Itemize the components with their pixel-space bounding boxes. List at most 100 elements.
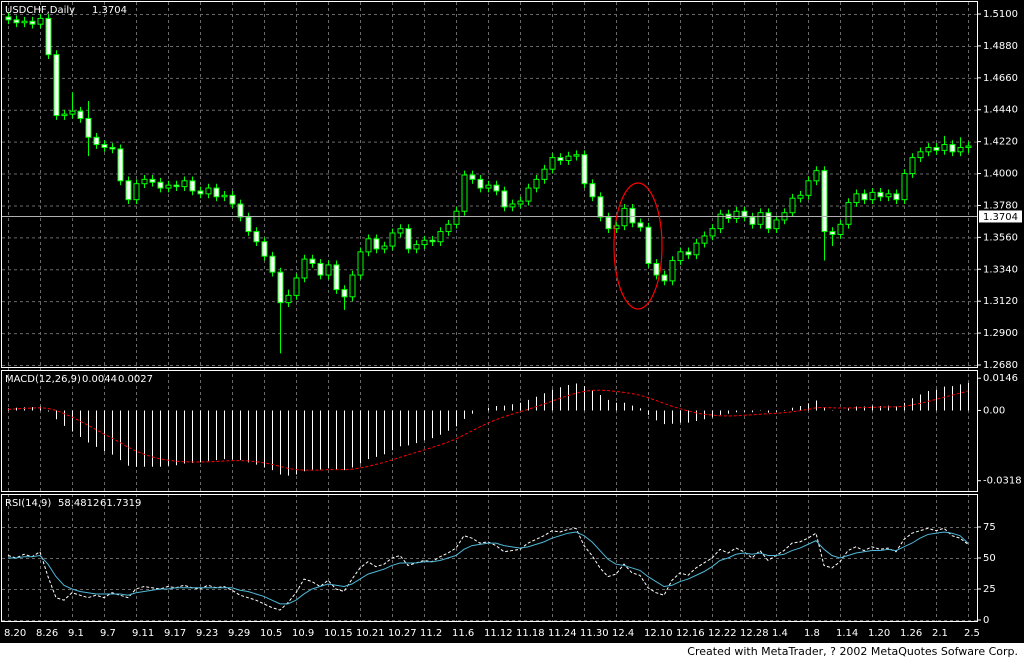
candle-body — [653, 262, 660, 276]
candle-body — [301, 258, 308, 279]
macd-panel-frame — [1, 370, 978, 492]
x-tick-label: 10.9 — [292, 628, 314, 639]
x-tick-label: 1.14 — [836, 628, 858, 639]
y-tick-label: 1.2680 — [983, 360, 1018, 371]
candle-body — [485, 184, 492, 189]
candle-body — [733, 210, 740, 220]
candle-body — [245, 216, 252, 233]
candle-body — [109, 146, 116, 150]
candle-body — [341, 289, 348, 298]
candle-body — [749, 216, 756, 225]
candle-body — [917, 151, 924, 159]
candle-body — [965, 145, 972, 148]
candle-body — [325, 264, 332, 276]
y-tick-label: -0.0318 — [983, 476, 1022, 487]
candle-body — [885, 193, 892, 198]
candle-body — [413, 244, 420, 250]
candle-body — [757, 212, 764, 225]
candle-body — [621, 207, 628, 227]
y-tick-label: 1.3560 — [983, 232, 1018, 243]
candle-body — [469, 174, 476, 180]
x-tick-label: 11.18 — [516, 628, 545, 639]
candle-body — [909, 157, 916, 175]
candle-body — [605, 216, 612, 230]
x-tick-label: 11.12 — [484, 628, 513, 639]
candle-body — [557, 157, 564, 162]
highlight-ellipse — [613, 182, 663, 310]
x-tick-label: 11.24 — [548, 628, 577, 639]
x-tick-label: 10.21 — [356, 628, 385, 639]
last-price-label: 1.3704 — [983, 212, 1018, 223]
candle-body — [517, 200, 524, 205]
candle-body — [77, 110, 84, 119]
candle-body — [541, 168, 548, 180]
candle-body — [949, 144, 956, 153]
x-tick-label: 10.5 — [260, 628, 282, 639]
y-tick-label: 1.3340 — [983, 264, 1018, 275]
y-tick-label: 0 — [983, 615, 989, 626]
candle-body — [253, 231, 260, 243]
candle-body — [37, 17, 44, 25]
candle-body — [797, 194, 804, 199]
x-tick-label: 10.15 — [324, 628, 353, 639]
y-tick-label: 1.2900 — [983, 328, 1018, 339]
candle-body — [285, 294, 292, 304]
candle-body — [717, 213, 724, 230]
candle-body — [461, 174, 468, 212]
y-tick-label: 1.4440 — [983, 105, 1018, 116]
candle-body — [589, 183, 596, 198]
price-panel-frame — [1, 1, 978, 368]
candle-body — [429, 239, 436, 243]
candle-body — [365, 238, 372, 253]
x-tick-label: 10.27 — [388, 628, 417, 639]
candle-body — [477, 178, 484, 189]
x-tick-label: 11.2 — [420, 628, 442, 639]
x-tick-label: 9.23 — [196, 628, 218, 639]
rsi-header-value: 61.7319 — [100, 498, 141, 509]
x-tick-label: 12.22 — [708, 628, 737, 639]
candle-body — [877, 191, 884, 198]
candle-body — [693, 242, 700, 256]
y-tick-label: 1.3780 — [983, 200, 1018, 211]
candle-body — [173, 184, 180, 188]
candle-body — [893, 193, 900, 201]
footer-text: Created with MetaTrader, ? 2002 MetaQuot… — [687, 645, 1018, 658]
candle-body — [221, 194, 228, 198]
candle-body — [509, 203, 516, 208]
x-tick-label: 9.1 — [68, 628, 84, 639]
candle-body — [957, 146, 964, 153]
candle-body — [13, 19, 20, 24]
candle-body — [709, 228, 716, 237]
candle-body — [309, 258, 316, 264]
candle-body — [573, 154, 580, 157]
candle-body — [357, 251, 364, 276]
last-price-box — [979, 210, 1022, 223]
candle-body — [213, 187, 220, 198]
macd-header-value: 0.0044 — [82, 374, 117, 385]
candle-body — [141, 178, 148, 185]
candle-body — [389, 232, 396, 247]
candle-body — [493, 184, 500, 192]
candle-body — [581, 154, 588, 185]
x-tick-label: 9.11 — [132, 628, 154, 639]
y-tick-label: 1.3120 — [983, 296, 1018, 307]
macd-title: MACD(12,26,9) — [5, 374, 81, 385]
candle-body — [853, 193, 860, 204]
x-tick-label: 2.1 — [932, 628, 948, 639]
y-tick-label: 1.4660 — [983, 73, 1018, 84]
candle-body — [261, 241, 268, 257]
candle-body — [933, 146, 940, 151]
x-tick-label: 1.8 — [804, 628, 820, 639]
candle-body — [821, 170, 828, 233]
x-tick-label: 1.26 — [900, 628, 922, 639]
x-tick-label: 9.17 — [164, 628, 186, 639]
candle-body — [229, 194, 236, 205]
x-tick-label: 12.4 — [612, 628, 634, 639]
rsi-title: RSI(14,9) — [5, 498, 51, 509]
candle-body — [829, 231, 836, 235]
candle-body — [941, 144, 948, 151]
candle-body — [773, 219, 780, 230]
candle-body — [53, 54, 60, 117]
candle-body — [29, 20, 36, 25]
